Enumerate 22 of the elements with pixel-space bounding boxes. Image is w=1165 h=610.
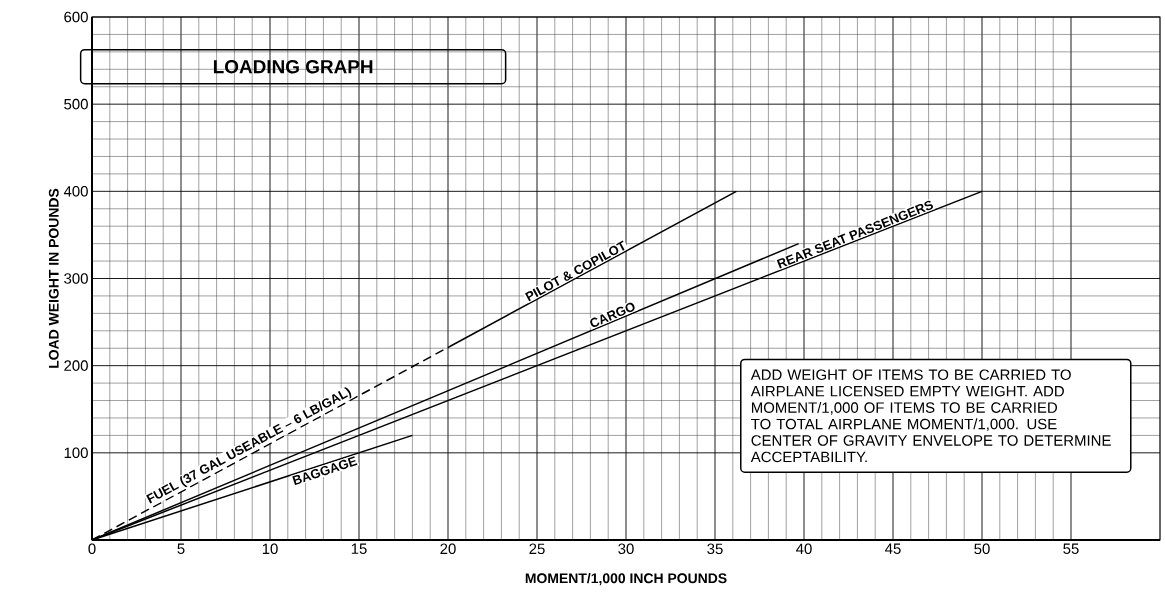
x-tick-label: 45 xyxy=(885,543,901,554)
y-tick-label: 600 xyxy=(64,11,88,23)
x-tick-label: 15 xyxy=(351,543,367,554)
x-tick-label: 20 xyxy=(440,543,456,555)
x-tick-label: 40 xyxy=(796,543,812,555)
x-tick-label: 0 xyxy=(88,543,96,555)
x-tick-label: 25 xyxy=(529,543,545,555)
x-axis-title: MOMENT/1,000 INCH POUNDS xyxy=(525,572,727,586)
annotation: ADD WEIGHT OF ITEMS TO BE CARRIED TO AIRPLANE LICENSED EMPTY WEIGHT. ADD MOMENT/1,000 OF ITEMS TO BE CARRIED TO TOTAL AIRPLANE MOMENT/1,000. USE CENTER OF GRAVITY ENVELOPE TO DETERMINE ACCEPTABILITY. xyxy=(750,369,1111,463)
text: LOADING GRAPH xyxy=(213,59,373,74)
y-axis-title: LOAD WEIGHT IN POUNDS xyxy=(48,188,59,368)
x-tick-label: 50 xyxy=(974,543,990,555)
y-tick-label: 300 xyxy=(64,273,88,284)
y-tick-label: 100 xyxy=(64,447,88,459)
x-tick-label: 10 xyxy=(262,543,278,555)
x-tick-label: 55 xyxy=(1063,543,1079,554)
y-tick-label: 200 xyxy=(64,360,88,371)
x-tick-label: 5 xyxy=(177,543,185,554)
x-tick-label: 35 xyxy=(707,543,723,555)
x-tick-label: 30 xyxy=(618,543,634,555)
y-tick-label: 500 xyxy=(64,98,88,110)
y-tick-label: 400 xyxy=(63,186,88,197)
